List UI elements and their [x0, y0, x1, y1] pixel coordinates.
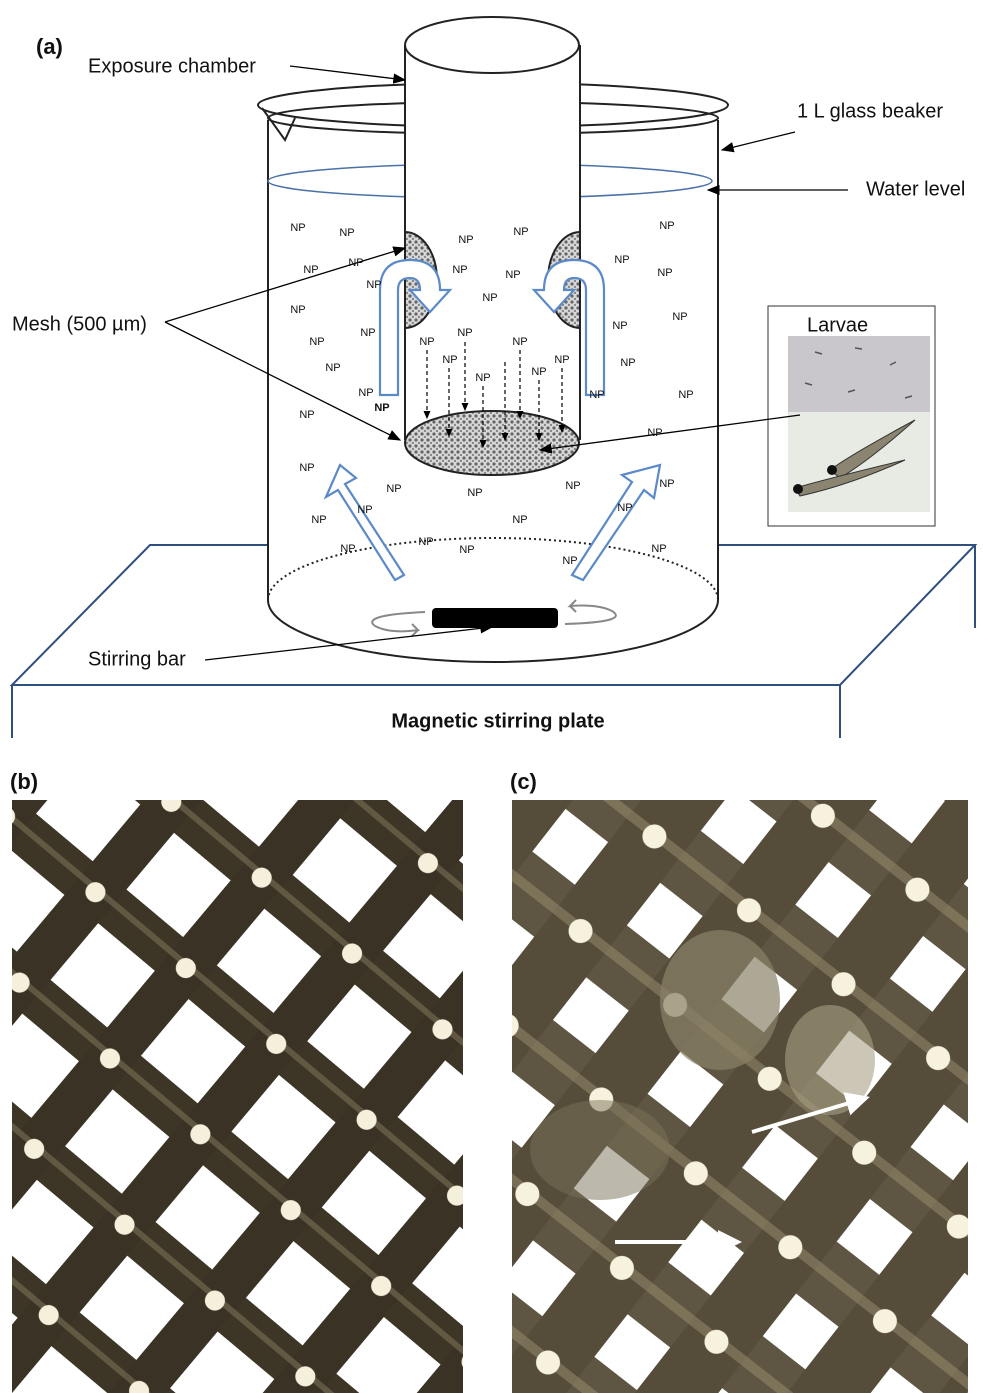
- np-label: NP: [512, 336, 527, 348]
- np-label: NP: [512, 514, 527, 526]
- label: Exposure chamber: [88, 55, 256, 77]
- label: 1 L glass beaker: [797, 100, 943, 122]
- np-label: NP: [513, 226, 528, 238]
- np-label: NP: [589, 389, 604, 401]
- np-label: NP: [309, 336, 324, 348]
- np-label: NP: [303, 264, 318, 276]
- np-label: NP: [678, 389, 693, 401]
- np-label: NP: [620, 357, 635, 369]
- label: Larvae: [807, 314, 868, 336]
- exposure-chamber: [405, 17, 580, 475]
- np-label: NP: [311, 514, 326, 526]
- np-label: NP: [659, 220, 674, 232]
- np-label: NP: [531, 366, 546, 378]
- panel-label: (b): [10, 769, 38, 794]
- label: Mesh (500 µm): [12, 313, 147, 335]
- figure: NP NP NP NP NP NP NP NP NP NP NP NP NP NP NP NP NP NP NP NP…: [0, 0, 983, 1393]
- np-label: NP: [290, 304, 305, 316]
- np-label: NP: [386, 483, 401, 495]
- np-label: NP: [458, 234, 473, 246]
- np-label: NP: [614, 254, 629, 266]
- np-label: NP: [339, 227, 354, 239]
- np-label: NP: [647, 427, 662, 439]
- np-label: NP: [348, 257, 363, 269]
- np-label: NP: [452, 264, 467, 276]
- np-label: NP: [612, 320, 627, 332]
- panel-label: (c): [510, 769, 537, 794]
- np-label: NP: [442, 354, 457, 366]
- np-label: NP: [457, 327, 472, 339]
- np-label: NP: [651, 543, 666, 555]
- mesh-photo-clean: [12, 800, 463, 1393]
- np-label: NP: [672, 311, 687, 323]
- np-label: NP: [290, 222, 305, 234]
- np-label: NP: [418, 536, 433, 548]
- label: Stirring bar: [88, 648, 186, 670]
- mesh-photo-exposed: [512, 800, 968, 1393]
- np-label: NP: [554, 354, 569, 366]
- np-label: NP: [325, 362, 340, 374]
- np-label: NP: [299, 462, 314, 474]
- np-label: NP: [467, 487, 482, 499]
- np-label: NP: [505, 269, 520, 281]
- np-label: NP: [360, 327, 375, 339]
- np-label: NP: [659, 478, 674, 490]
- np-label: NP: [374, 402, 389, 414]
- np-label: NP: [299, 409, 314, 421]
- stirring-bar: [432, 608, 558, 628]
- np-label: NP: [340, 543, 355, 555]
- np-label: NP: [562, 555, 577, 567]
- np-label: NP: [617, 502, 632, 514]
- np-label: NP: [475, 372, 490, 384]
- np-label: NP: [357, 504, 372, 516]
- np-label: NP: [657, 267, 672, 279]
- np-label: NP: [459, 544, 474, 556]
- np-label: NP: [358, 387, 373, 399]
- np-label: NP: [419, 336, 434, 348]
- panel-label: (a): [36, 34, 63, 59]
- np-label: NP: [366, 279, 381, 291]
- label: Water level: [866, 178, 965, 200]
- label: Magnetic stirring plate: [391, 710, 604, 732]
- np-label: NP: [482, 292, 497, 304]
- np-label: NP: [565, 480, 580, 492]
